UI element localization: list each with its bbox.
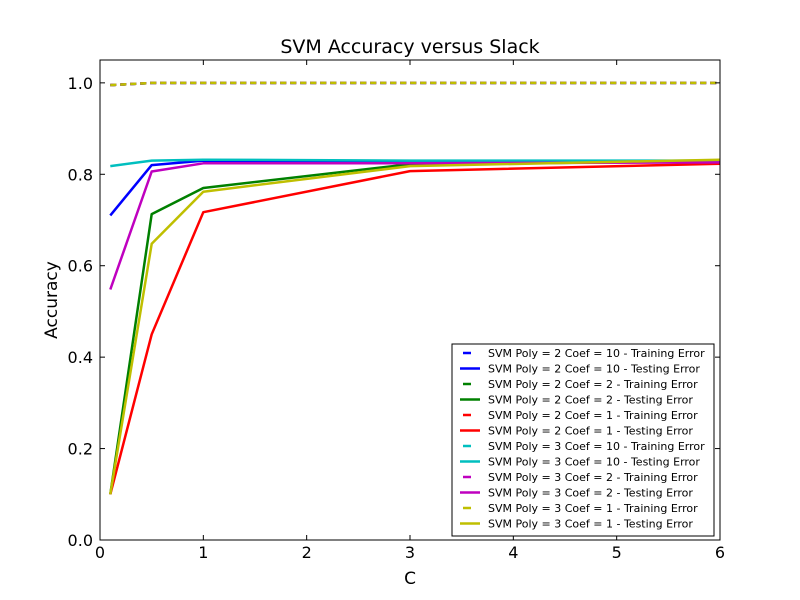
series-line-6 — [109, 162, 721, 495]
y-tick-label: 0.2 — [68, 440, 93, 459]
y-tick-label: 0.4 — [68, 348, 93, 367]
plot-lines — [109, 81, 721, 495]
legend-box — [451, 343, 715, 537]
legend-label: SVM Poly = 2 Coef = 10 - Testing Error — [488, 363, 700, 376]
legend-label: SVM Poly = 2 Coef = 2 - Testing Error — [488, 394, 693, 407]
legend-label: SVM Poly = 2 Coef = 1 - Training Error — [488, 409, 698, 422]
x-tick-label: 4 — [508, 543, 518, 562]
legend-label: SVM Poly = 3 Coef = 1 - Testing Error — [488, 518, 693, 531]
legend-label: SVM Poly = 3 Coef = 10 - Training Error — [488, 440, 705, 453]
legend: SVM Poly = 2 Coef = 10 - Training Error S… — [451, 343, 715, 537]
y-tick-label: 0.8 — [68, 165, 93, 184]
series-line-8 — [110, 158, 720, 168]
y-tick-label: 0.6 — [68, 257, 93, 276]
legend-label: SVM Poly = 2 Coef = 2 - Training Error — [488, 378, 698, 391]
series-line-12 — [109, 158, 721, 495]
legend-label: SVM Poly = 3 Coef = 10 - Testing Error — [488, 456, 700, 469]
chart-title: SVM Accuracy versus Slack — [280, 36, 539, 58]
x-axis-label: C — [404, 569, 416, 589]
x-tick-label: 3 — [405, 543, 415, 562]
legend-label: SVM Poly = 3 Coef = 2 - Training Error — [488, 471, 698, 484]
x-tick-label: 1 — [198, 543, 208, 562]
y-ticks: 0.0 0.2 0.4 0.6 0.8 1.0 — [68, 74, 720, 550]
y-tick-label: 1.0 — [68, 74, 93, 93]
x-tick-label: 0 — [95, 543, 105, 562]
x-tick-label: 5 — [612, 543, 622, 562]
y-axis-label: Accuracy — [42, 261, 62, 339]
x-tick-label: 6 — [715, 543, 725, 562]
legend-label: SVM Poly = 3 Coef = 2 - Testing Error — [488, 487, 693, 500]
series-line-11 — [110, 81, 720, 87]
y-tick-label: 0.0 — [68, 531, 93, 550]
legend-label: SVM Poly = 3 Coef = 1 - Training Error — [488, 502, 698, 515]
legend-label: SVM Poly = 2 Coef = 10 - Training Error — [488, 347, 705, 360]
legend-label: SVM Poly = 2 Coef = 1 - Testing Error — [488, 425, 693, 438]
x-tick-label: 2 — [302, 543, 312, 562]
